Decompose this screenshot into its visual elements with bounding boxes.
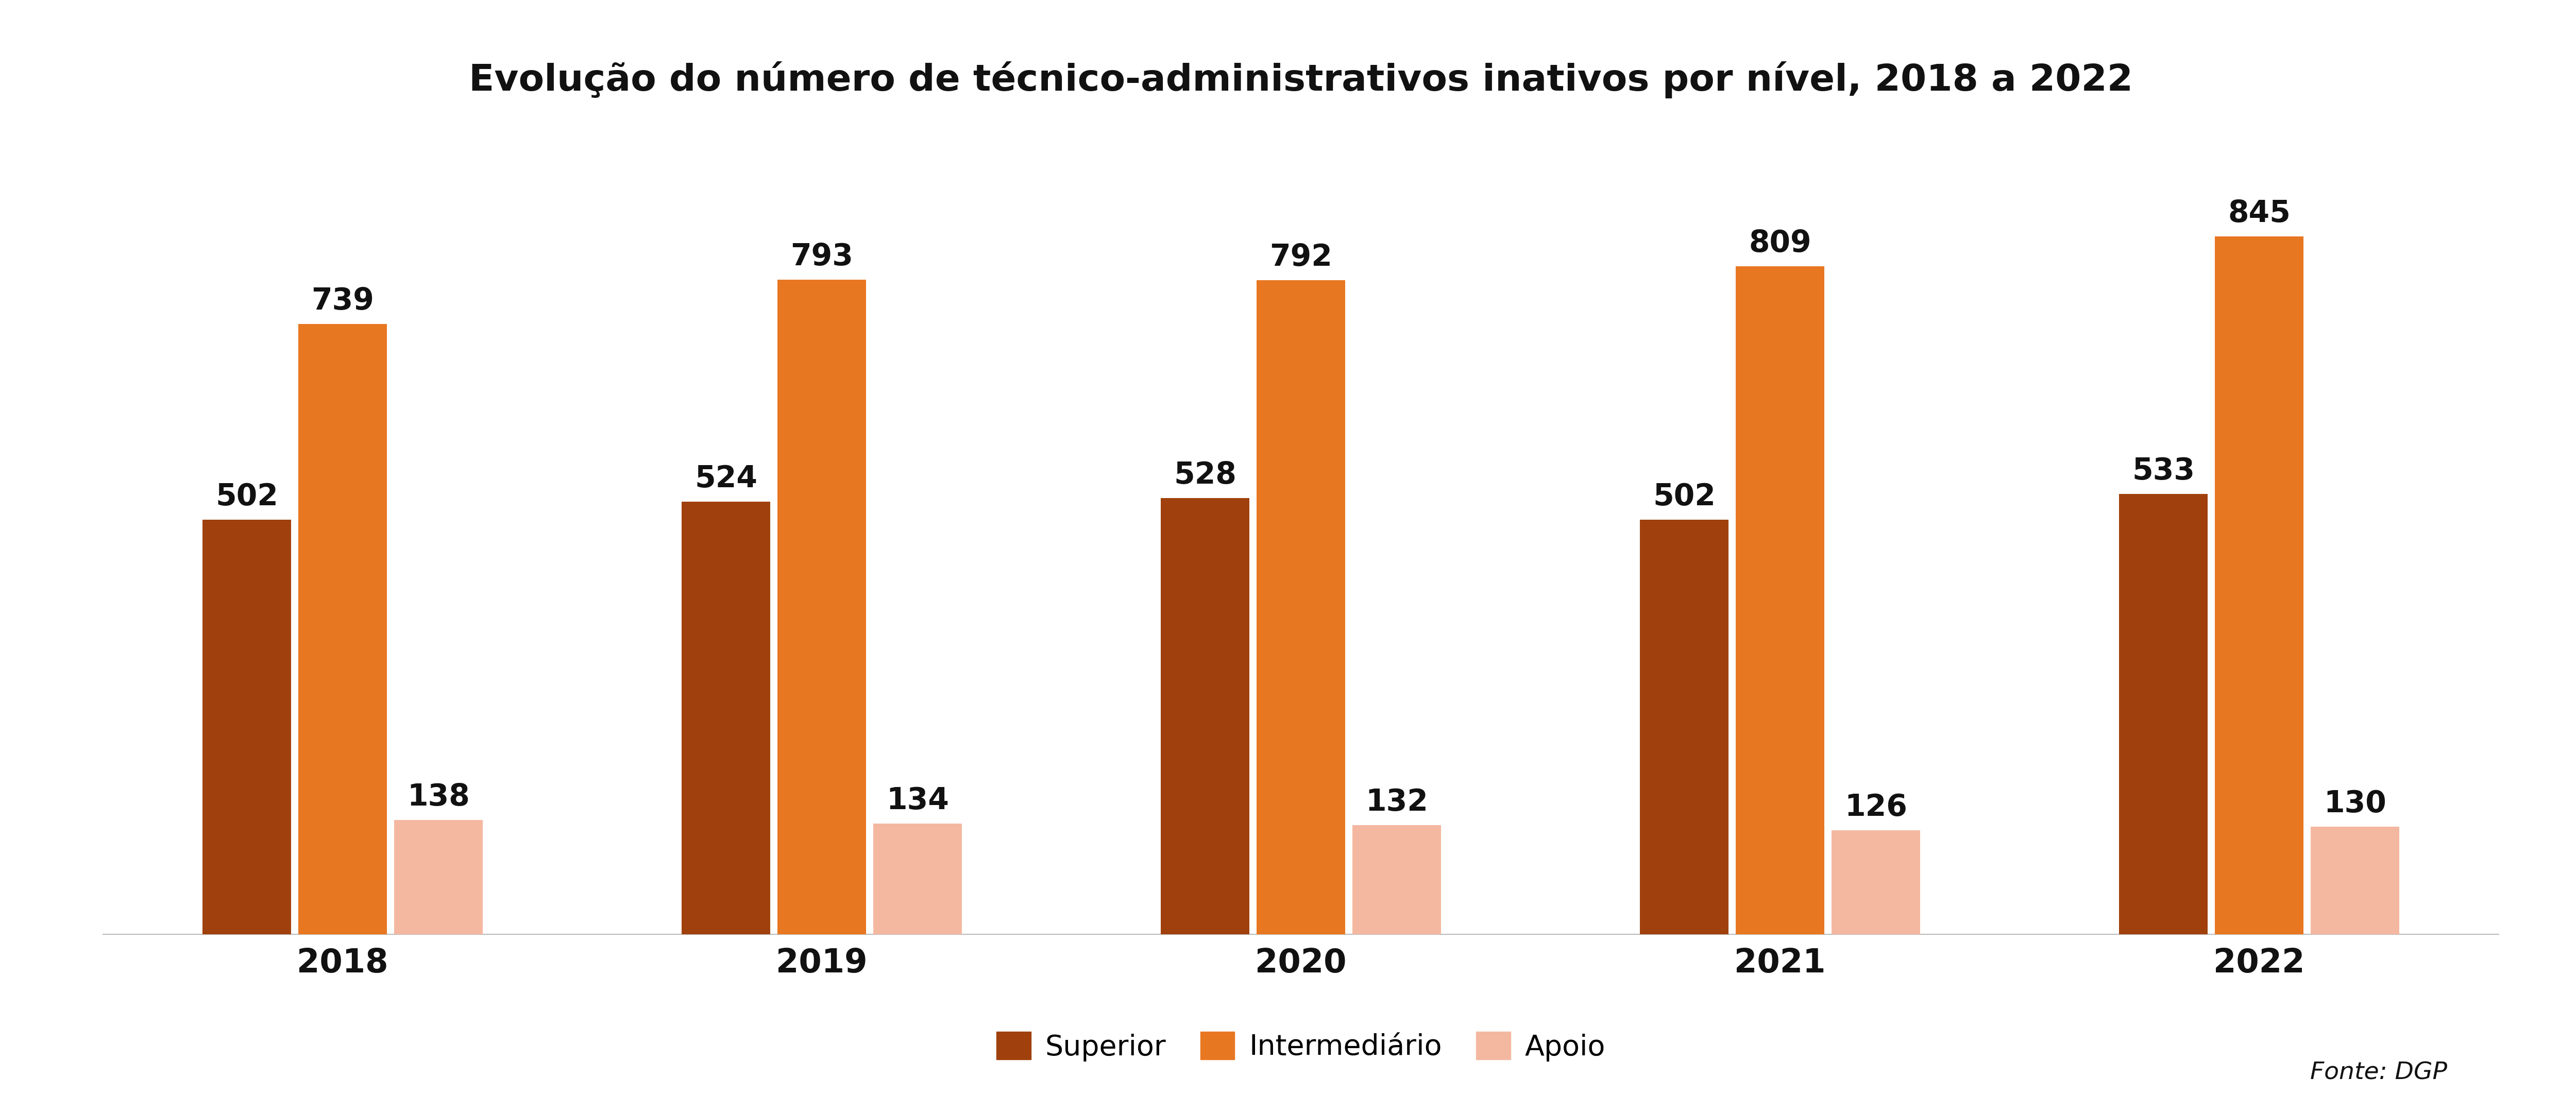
Bar [1641,519,1728,934]
Text: 524: 524 [696,464,757,494]
Text: 502: 502 [1654,483,1716,512]
Text: 528: 528 [1175,460,1236,490]
Text: 138: 138 [407,783,469,812]
Bar [394,821,482,934]
Bar [1257,280,1345,934]
Text: 809: 809 [1749,229,1811,258]
Text: 132: 132 [1365,787,1427,817]
Text: 792: 792 [1270,242,1332,272]
Legend: Superior, Intermediário, Apoio: Superior, Intermediário, Apoio [984,1021,1618,1073]
Bar [1736,267,1824,934]
Text: 134: 134 [886,786,948,815]
Title: Evolução do número de técnico-administrativos inativos por nível, 2018 a 2022: Evolução do número de técnico-administra… [469,61,2133,98]
Text: Fonte: DGP: Fonte: DGP [2311,1061,2447,1084]
Bar [1352,825,1440,934]
Bar [2215,237,2303,934]
Bar [873,824,961,934]
Bar [2120,494,2208,934]
Bar [683,502,770,934]
Bar [778,279,866,934]
Bar [2311,827,2398,934]
Text: 845: 845 [2228,199,2290,228]
Text: 533: 533 [2133,457,2195,486]
Text: 502: 502 [216,483,278,512]
Text: 793: 793 [791,242,853,271]
Bar [1162,498,1249,934]
Text: 739: 739 [312,287,374,316]
Bar [204,519,291,934]
Text: 126: 126 [1844,793,1906,822]
Bar [1832,830,1919,934]
Text: 130: 130 [2324,790,2385,818]
Bar [299,324,386,934]
